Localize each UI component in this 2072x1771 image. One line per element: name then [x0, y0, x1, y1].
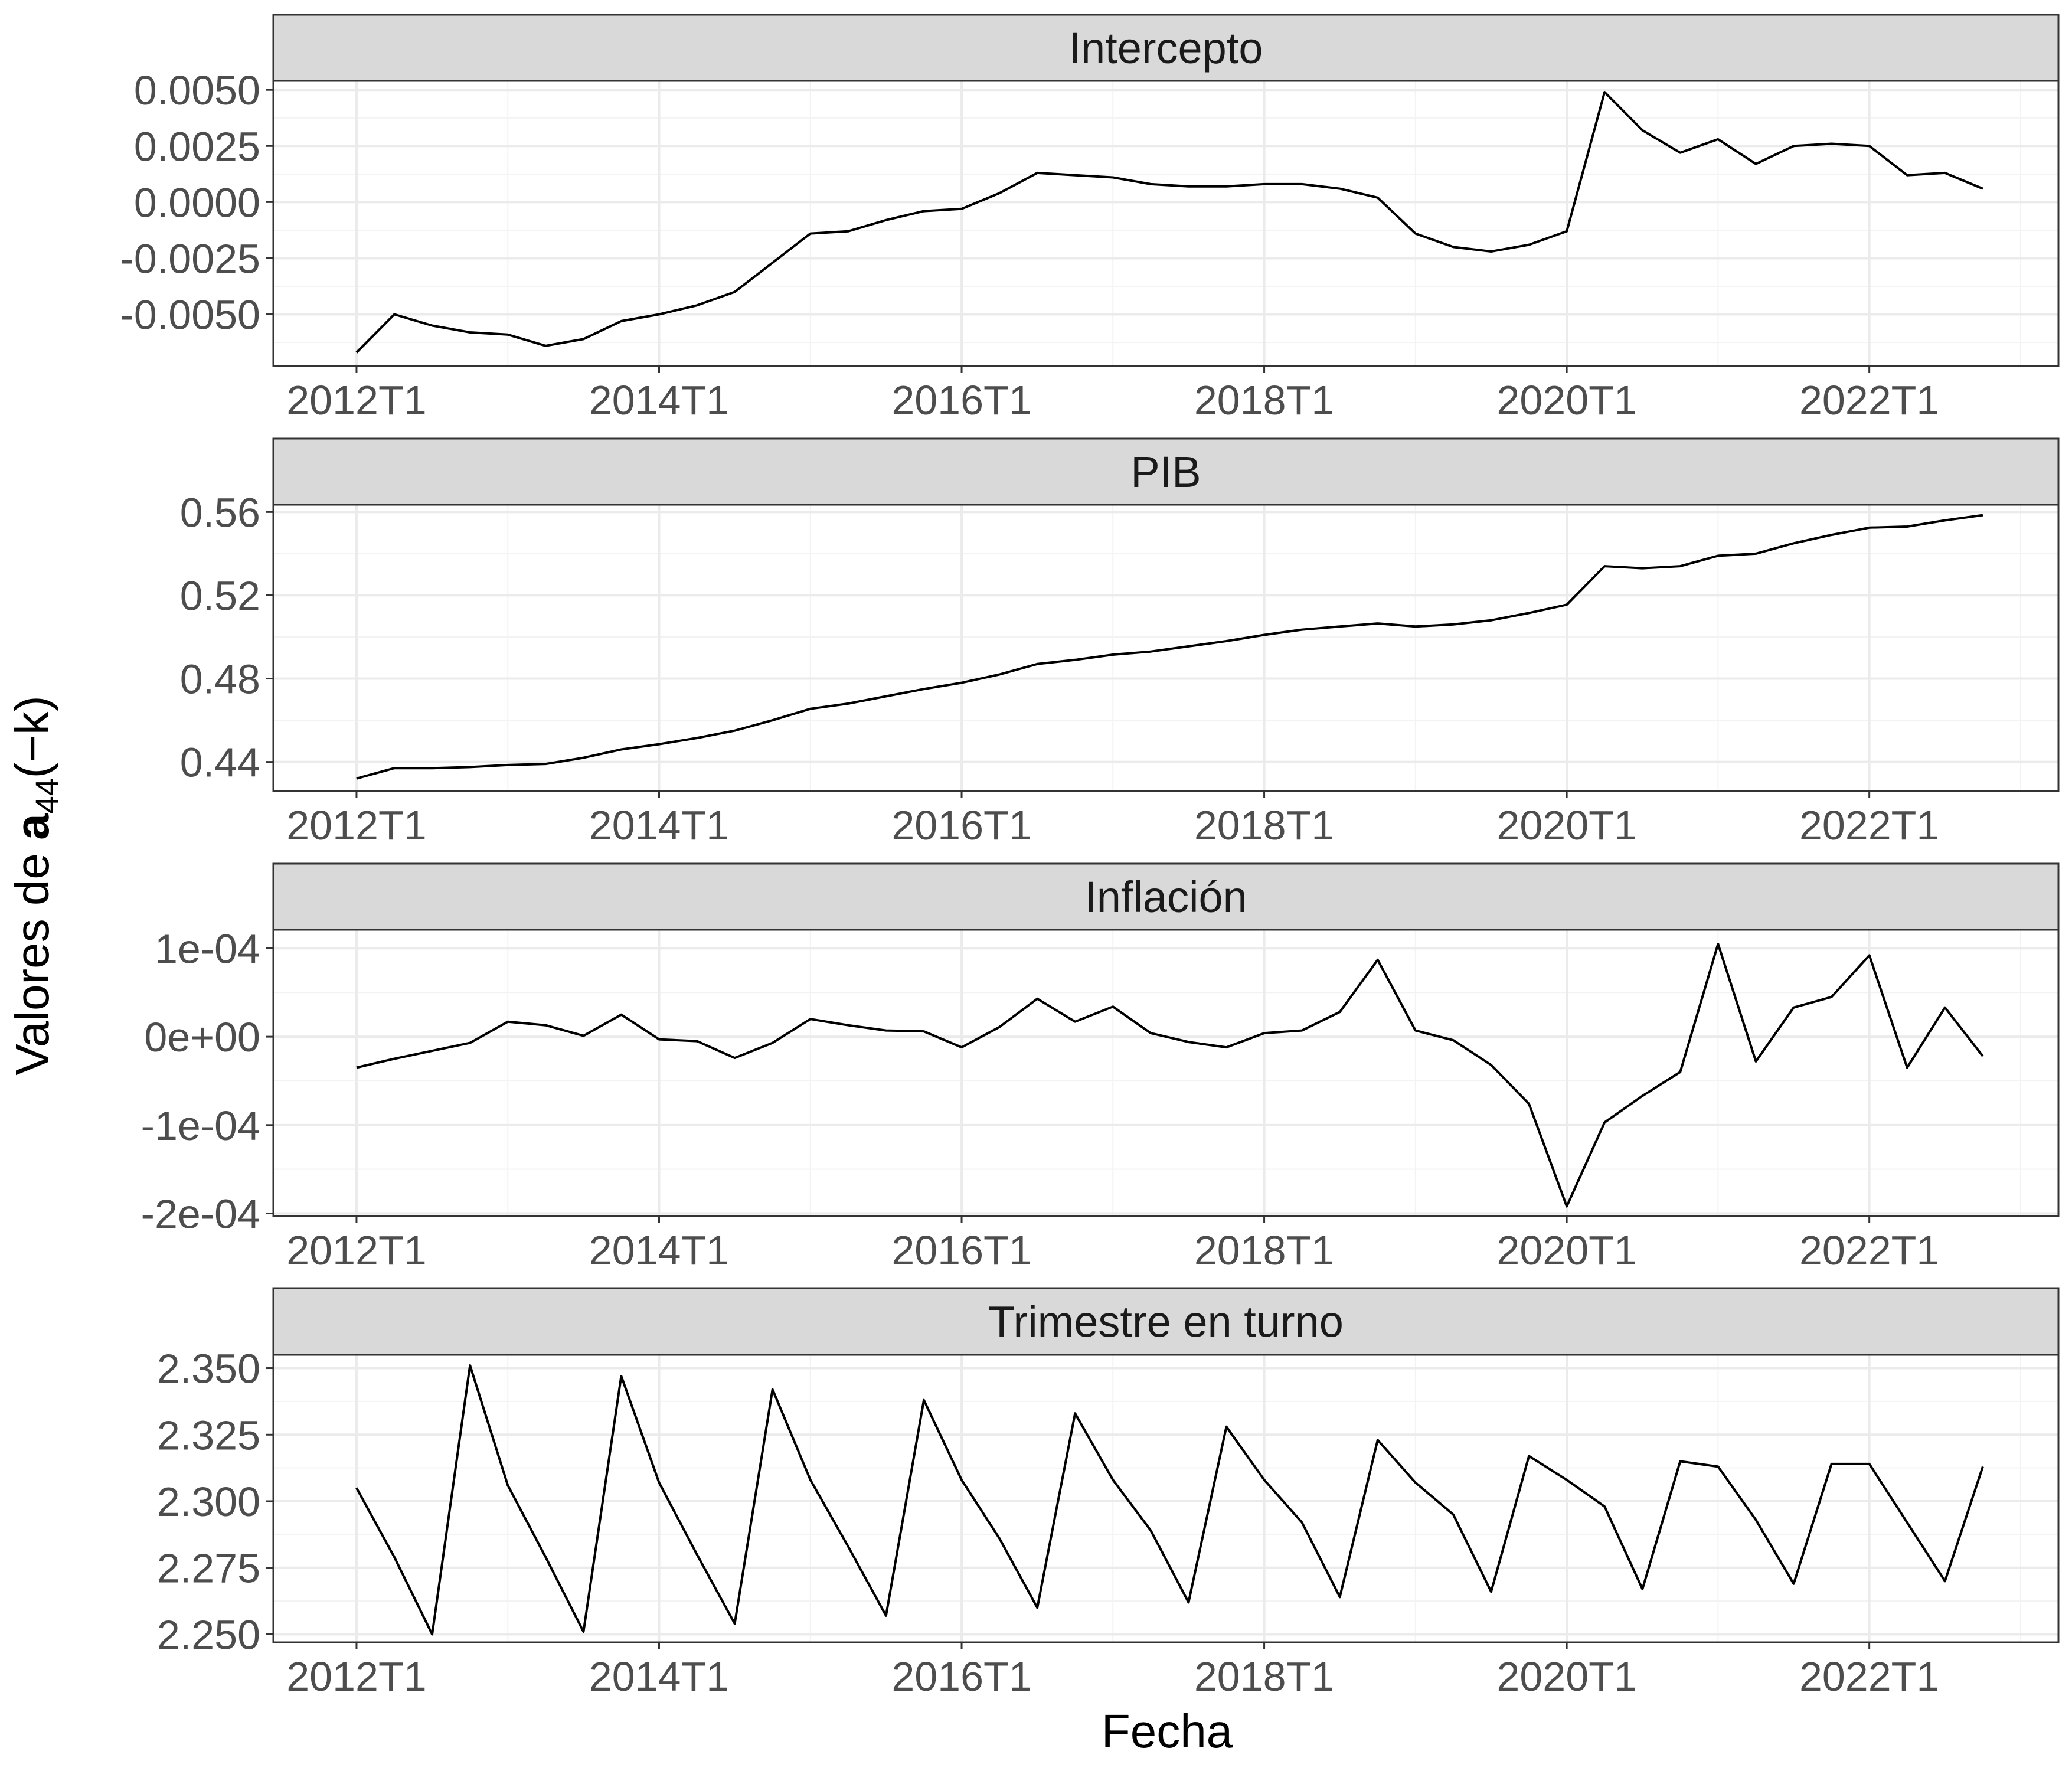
x-tick-label: 2020T1 — [1496, 802, 1636, 848]
y-tick-label: 0.44 — [180, 740, 260, 786]
y-tick-label: -1e-04 — [141, 1103, 260, 1149]
series-line — [355, 91, 1983, 354]
facet-strip — [272, 862, 2060, 931]
x-tick-label: 2022T1 — [1799, 802, 1939, 848]
x-tick-label: 2022T1 — [1799, 1654, 1939, 1700]
x-tick-label: 2020T1 — [1496, 377, 1636, 423]
facet-title: Intercepto — [1068, 24, 1263, 73]
facet-strip — [272, 14, 2060, 82]
y-tick-label: 2.325 — [157, 1412, 260, 1458]
y-tick-label: 0.0000 — [134, 179, 260, 226]
y-tick-label: -0.0050 — [120, 292, 260, 338]
x-tick-label: 2022T1 — [1799, 377, 1939, 423]
y-tick-label: 2.275 — [157, 1545, 260, 1592]
y-tick-label: 2.300 — [157, 1479, 260, 1525]
facet-strip — [272, 437, 2060, 506]
x-tick-label: 2012T1 — [286, 1654, 426, 1700]
y-axis-title-subscript: 44 — [30, 778, 65, 813]
x-tick-label: 2016T1 — [891, 377, 1031, 423]
x-tick-label: 2018T1 — [1194, 1654, 1334, 1700]
y-tick-label: 0.0050 — [134, 67, 260, 113]
x-tick-label: 2018T1 — [1194, 802, 1334, 848]
panel-background — [273, 930, 2058, 1216]
facet-panel-3: Trimestre en turno 2.250 2.275 2.300 2.325 2.… — [157, 1287, 2060, 1700]
y-tick-label: 0.0025 — [134, 123, 260, 169]
y-axis-title-bold: a — [6, 813, 58, 840]
x-tick-label: 2012T1 — [286, 377, 426, 423]
facet-panel-1: PIB 0.44 0.48 0.52 0.56 2012T1 2014T1 2016T1 201… — [180, 437, 2060, 848]
y-tick-label: -2e-04 — [141, 1191, 260, 1237]
y-axis-title-suffix: (−k) — [6, 695, 58, 778]
x-tick-label: 2018T1 — [1194, 377, 1334, 423]
x-tick-label: 2018T1 — [1194, 1227, 1334, 1273]
panel-background — [273, 505, 2058, 791]
y-tick-label: 0.56 — [180, 489, 260, 535]
y-tick-label: -0.0025 — [120, 236, 260, 282]
y-tick-label: 0.52 — [180, 573, 260, 619]
x-axis-title: Fecha — [1102, 1705, 1233, 1757]
y-tick-label: 2.350 — [157, 1346, 260, 1392]
x-tick-label: 2022T1 — [1799, 1227, 1939, 1273]
y-tick-label: 0.48 — [180, 656, 260, 702]
series-line — [355, 1364, 1984, 1636]
x-tick-label: 2020T1 — [1496, 1654, 1636, 1700]
facet-title: Inflación — [1084, 873, 1247, 922]
panel-background — [273, 81, 2058, 366]
x-tick-label: 2020T1 — [1496, 1227, 1636, 1273]
facet-title: PIB — [1130, 447, 1201, 496]
y-tick-label: 1e-04 — [155, 926, 260, 972]
x-tick-label: 2016T1 — [891, 1227, 1031, 1273]
x-tick-label: 2014T1 — [589, 1654, 729, 1700]
x-tick-label: 2012T1 — [286, 802, 426, 848]
facet-title: Trimestre en turno — [988, 1298, 1344, 1347]
y-axis-title-prefix: Valores de — [6, 840, 58, 1076]
facet-panel-2: Inflación -2e-04 -1e-04 0e+00 1e-04 2012T1 201… — [141, 862, 2060, 1273]
facet-panel-0: Intercepto -0.0050 -0.0025 0.0000 0.0025 0.00… — [120, 14, 2060, 423]
x-tick-label: 2016T1 — [891, 1654, 1031, 1700]
x-tick-label: 2014T1 — [589, 377, 729, 423]
x-tick-label: 2016T1 — [891, 802, 1031, 848]
series-line — [356, 943, 1984, 1208]
series-line — [356, 514, 1983, 780]
y-axis-title: Valores de a44(−k) — [6, 695, 65, 1075]
x-tick-label: 2014T1 — [589, 1227, 729, 1273]
x-tick-label: 2014T1 — [589, 802, 729, 848]
y-tick-label: 0e+00 — [144, 1014, 260, 1060]
panel-background — [273, 1355, 2058, 1642]
facet-strip — [272, 1287, 2060, 1356]
x-tick-label: 2012T1 — [286, 1227, 426, 1273]
panels-group: Intercepto -0.0050 -0.0025 0.0000 0.0025 0.00… — [120, 14, 2060, 1700]
y-tick-label: 2.250 — [157, 1612, 260, 1658]
